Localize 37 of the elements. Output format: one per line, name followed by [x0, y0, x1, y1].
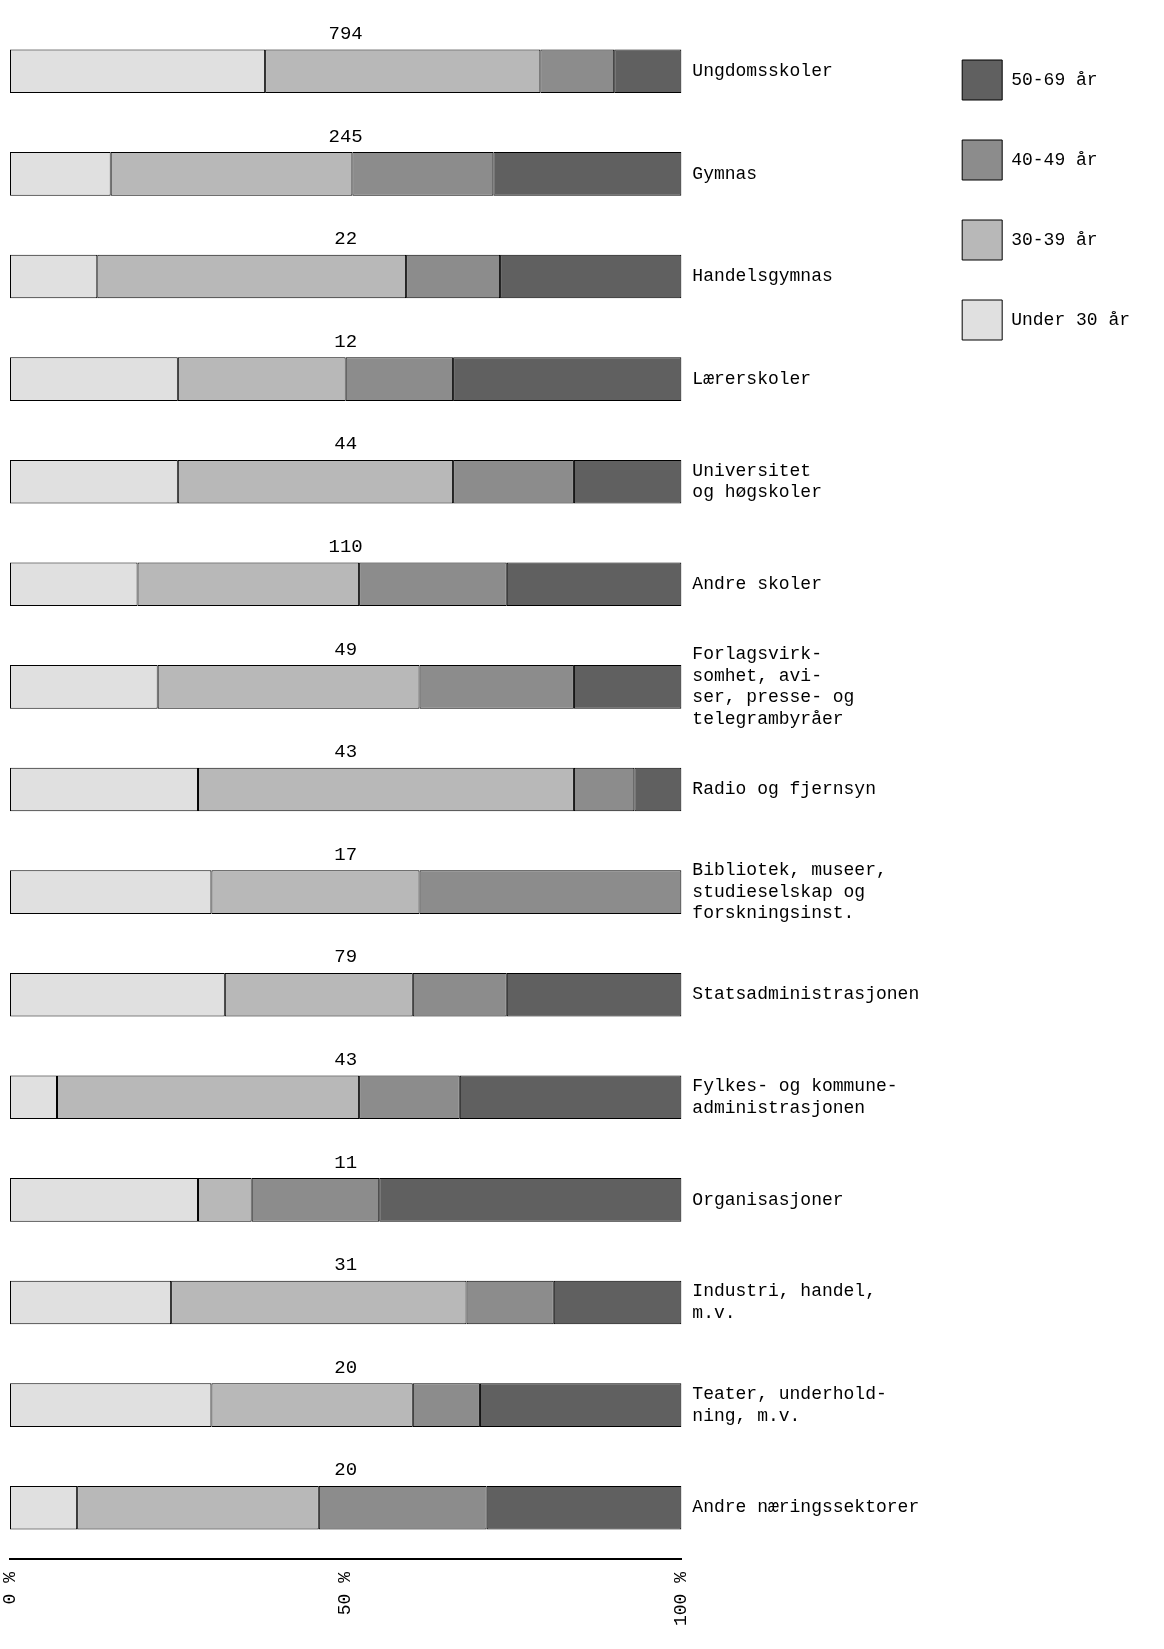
- annotation: 44: [334, 433, 358, 456]
- y-tick-label: Statsadministrasjonen: [692, 984, 920, 1005]
- y-tick-label: Ungdomsskoler: [692, 61, 833, 82]
- annotation: 31: [334, 1254, 358, 1277]
- annotation: 794: [328, 23, 363, 46]
- annotation: 49: [334, 638, 358, 661]
- y-tick-label: Fylkes- og kommune- administrasjonen: [692, 1076, 898, 1118]
- y-tick-label: Handelsgymnas: [692, 266, 833, 287]
- annotation: 43: [334, 741, 358, 764]
- annotation: 43: [334, 1049, 358, 1072]
- y-tick-label: Andre næringssektorer: [692, 1497, 920, 1518]
- legend-label: 30-39 år: [1011, 229, 1098, 250]
- annotation: 20: [334, 1356, 358, 1379]
- y-tick-label: Radio og fjernsyn: [692, 779, 876, 800]
- annotation: 79: [334, 946, 358, 969]
- annotation: 20: [334, 1459, 358, 1482]
- annotation: 22: [334, 228, 358, 251]
- y-tick-label: Andre skoler: [692, 574, 822, 595]
- y-tick-label: Organisasjoner: [692, 1189, 844, 1210]
- x-tick-label: 50 %: [335, 1571, 356, 1616]
- y-tick-label: Bibliotek, museer, studieselskap og forskningsinst.: [692, 860, 887, 924]
- y-tick-label: Universitet og høgskoler: [692, 460, 822, 503]
- annotation: 110: [328, 536, 363, 559]
- annotation: 245: [328, 125, 363, 148]
- legend-label: 50-69 år: [1011, 69, 1098, 90]
- annotation: 17: [334, 843, 358, 866]
- y-tick-label: Teater, underhold- ning, m.v.: [692, 1384, 887, 1426]
- legend-label: 40-49 år: [1011, 149, 1098, 170]
- annotation: 11: [334, 1151, 358, 1174]
- y-tick-label: Industri, handel, m.v.: [692, 1281, 876, 1324]
- annotation: 12: [334, 330, 358, 353]
- y-tick-label: Forlagsvirk- somhet, avi- ser, presse- og telegrambyråer: [692, 644, 855, 730]
- x-tick-label: 100 %: [671, 1571, 692, 1627]
- y-tick-label: Lærerskoler: [692, 368, 812, 389]
- legend-label: Under 30 år: [1011, 309, 1131, 330]
- x-tick-label: 0 %: [0, 1571, 20, 1605]
- y-tick-label: Gymnas: [692, 163, 758, 184]
